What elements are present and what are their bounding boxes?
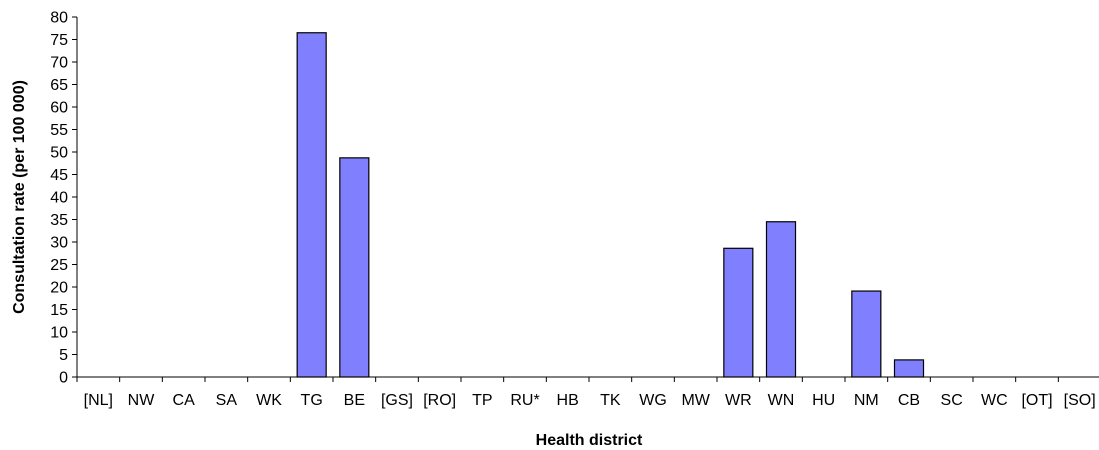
x-axis-title: Health district — [536, 432, 643, 449]
x-tick-label: HU — [812, 392, 835, 409]
x-tick-label: [SO] — [1064, 392, 1096, 409]
x-tick-label: BE — [344, 392, 365, 409]
x-tick-label: TG — [301, 392, 323, 409]
axes-group — [76, 17, 1099, 378]
x-tick-label: SC — [941, 392, 963, 409]
x-tick-label: TK — [600, 392, 621, 409]
x-tick-label: MW — [681, 392, 710, 409]
y-tick-label: 35 — [50, 212, 68, 229]
x-tick-label: TP — [472, 392, 492, 409]
bar-cb — [893, 359, 925, 378]
y-tick-label: 25 — [50, 257, 68, 274]
y-tick-label: 45 — [50, 167, 68, 184]
x-tick-label: [GS] — [381, 392, 413, 409]
y-tick-label: 40 — [50, 190, 68, 207]
y-tick-label: 30 — [50, 235, 68, 252]
bar-wr — [723, 247, 754, 378]
y-tick-label: 65 — [50, 77, 68, 94]
x-tick-label: CA — [173, 392, 196, 409]
bar-nm — [851, 290, 882, 378]
x-tick-label: CB — [898, 392, 920, 409]
y-ticks-group: 0 5 10 15 20 25 30 35 40 45 50 55 60 65 70 75 80 — [50, 10, 77, 387]
y-tick-label: 55 — [50, 122, 68, 139]
bar-be — [339, 157, 370, 378]
x-tick-label: [RO] — [423, 392, 456, 409]
bar-tg — [296, 32, 327, 378]
y-tick-label: 0 — [59, 370, 68, 387]
x-tick-label: WN — [768, 392, 795, 409]
y-tick-label: 50 — [50, 145, 68, 162]
x-ticks-group: [NL] NW CA SA WK TG BE [GS] [RO] TP RU* HB TK WG MW WR W… — [76, 377, 1096, 409]
x-tick-label: [NL] — [84, 392, 113, 409]
x-tick-label: NW — [128, 392, 156, 409]
x-tick-label: HB — [557, 392, 579, 409]
x-tick-label: SA — [216, 392, 238, 409]
bar-wn — [765, 221, 797, 378]
y-axis-title: Consultation rate (per 100 000) — [11, 80, 28, 314]
x-tick-label: WC — [981, 392, 1008, 409]
x-tick-label: WR — [725, 392, 752, 409]
y-tick-label: 70 — [50, 55, 68, 72]
y-tick-label: 15 — [50, 302, 68, 319]
y-tick-label: 75 — [50, 32, 68, 49]
x-tick-label: WK — [256, 392, 282, 409]
y-tick-label: 60 — [50, 100, 68, 117]
x-tick-label: [OT] — [1021, 392, 1052, 409]
bars-group — [296, 32, 925, 378]
y-tick-label: 20 — [50, 280, 68, 297]
y-tick-label: 5 — [59, 347, 68, 364]
x-tick-label: WG — [639, 392, 667, 409]
y-tick-label: 80 — [50, 10, 68, 27]
x-tick-label: RU* — [510, 392, 539, 409]
y-tick-label: 10 — [50, 325, 68, 342]
x-tick-label: NM — [854, 392, 879, 409]
